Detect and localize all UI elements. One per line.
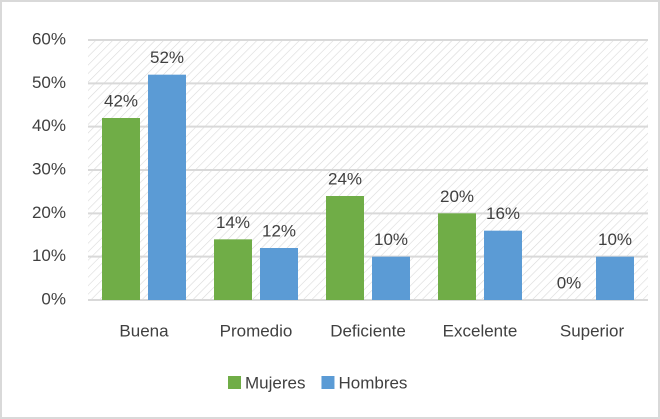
bar <box>214 239 252 300</box>
y-tick-label: 60% <box>32 29 66 48</box>
data-label: 20% <box>440 187 474 206</box>
data-label: 52% <box>150 48 184 67</box>
x-tick-label: Excelente <box>443 321 518 340</box>
x-tick-label: Superior <box>560 321 625 340</box>
data-label: 24% <box>328 169 362 188</box>
bar <box>148 74 186 301</box>
y-tick-label: 20% <box>32 203 66 222</box>
x-tick-label: Promedio <box>220 321 293 340</box>
data-label: 10% <box>598 230 632 249</box>
data-label: 10% <box>374 230 408 249</box>
x-tick-label: Buena <box>119 321 169 340</box>
legend-label: Mujeres <box>245 373 305 392</box>
x-tick-label: Deficiente <box>330 321 406 340</box>
bar <box>484 230 522 300</box>
y-tick-label: 50% <box>32 73 66 92</box>
bar <box>372 256 410 300</box>
bar <box>596 256 634 300</box>
data-label: 16% <box>486 204 520 223</box>
data-label: 42% <box>104 91 138 110</box>
data-label: 14% <box>216 213 250 232</box>
data-label: 0% <box>557 273 582 292</box>
data-label: 12% <box>262 221 296 240</box>
bar <box>326 196 364 300</box>
bar <box>438 213 476 300</box>
legend-label: Hombres <box>338 373 407 392</box>
legend-swatch <box>321 376 335 389</box>
y-tick-label: 0% <box>41 289 66 308</box>
y-tick-label: 10% <box>32 246 66 265</box>
bar <box>260 248 298 300</box>
y-tick-label: 30% <box>32 159 66 178</box>
legend-swatch <box>228 376 241 389</box>
bar <box>102 118 140 300</box>
y-tick-label: 40% <box>32 116 66 135</box>
